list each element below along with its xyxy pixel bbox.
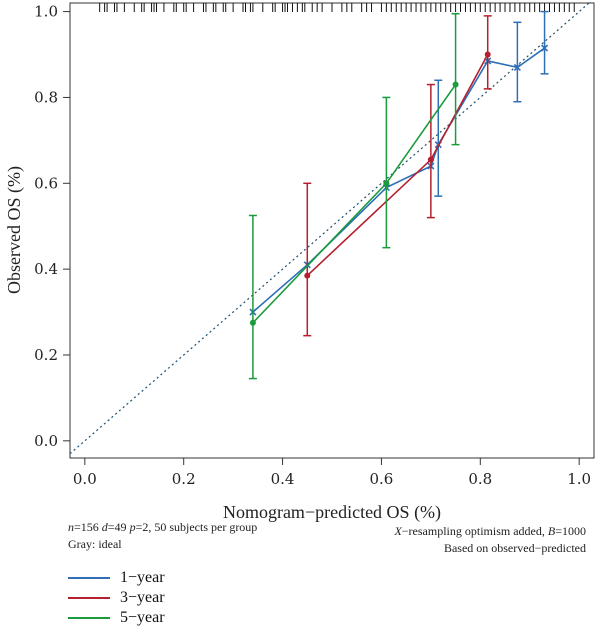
legend-label: 1−year bbox=[120, 569, 165, 586]
x-axis-title: Nomogram−predicted OS (%) bbox=[223, 502, 441, 523]
d-symbol: d bbox=[101, 520, 108, 534]
b-value: =1000 bbox=[555, 524, 586, 538]
legend-label: 3−year bbox=[120, 589, 165, 606]
gray-ideal-note: Gray: ideal bbox=[68, 537, 122, 551]
series-line bbox=[252, 84, 457, 324]
n-symbol: n bbox=[68, 520, 74, 534]
point-marker bbox=[383, 180, 390, 187]
b-symbol: B bbox=[547, 524, 556, 538]
rug-plot bbox=[99, 3, 575, 12]
d-value: =49 bbox=[107, 520, 130, 534]
point-marker bbox=[249, 319, 256, 326]
series-line bbox=[252, 47, 546, 313]
x-tick-label: 0.4 bbox=[271, 470, 295, 488]
p-value: =2, 50 subjects per group bbox=[135, 520, 258, 534]
x-tick-label: 0.0 bbox=[73, 470, 97, 488]
series-layer bbox=[248, 10, 549, 380]
p-symbol: p bbox=[129, 520, 136, 534]
point-marker bbox=[427, 156, 434, 163]
series-2 bbox=[303, 15, 492, 337]
legend: 1−year 3−year 5−year bbox=[68, 568, 165, 628]
legend-swatch bbox=[68, 617, 110, 619]
x-tick-label: 0.6 bbox=[370, 470, 394, 488]
n-value: =156 bbox=[74, 520, 102, 534]
y-tick-label: 0.2 bbox=[34, 346, 58, 364]
x-tick-label: 1.0 bbox=[567, 470, 591, 488]
ideal-line bbox=[69, 2, 590, 455]
stats-note: n=156 d=49 p=2, 50 subjects per group bbox=[68, 520, 257, 535]
y-tick-label: 0.6 bbox=[34, 174, 58, 192]
y-axis-title: Observed OS (%) bbox=[4, 166, 25, 294]
resampling-note: X−resampling optimism added, B=1000 bbox=[394, 524, 586, 539]
legend-item-3-year: 3−year bbox=[68, 588, 165, 608]
legend-swatch bbox=[68, 577, 110, 579]
series-1 bbox=[249, 10, 549, 316]
y-tick-label: 1.0 bbox=[34, 3, 58, 21]
x-axis: 0.0 0.2 0.4 0.6 0.8 1.0 bbox=[73, 458, 591, 488]
legend-item-5-year: 5−year bbox=[68, 608, 165, 628]
y-axis: 0.0 0.2 0.4 0.6 0.8 1.0 bbox=[34, 3, 70, 450]
calibration-chart: 0.0 0.2 0.4 0.6 0.8 1.0 0.0 0.2 0.4 0.6 0.8 1.0 No… bbox=[4, 2, 595, 523]
point-marker bbox=[484, 51, 491, 58]
legend-swatch bbox=[68, 597, 110, 599]
x-marker bbox=[513, 63, 521, 71]
point-marker bbox=[452, 81, 459, 88]
legend-item-1-year: 1−year bbox=[68, 568, 165, 588]
series-line bbox=[306, 54, 489, 277]
y-tick-label: 0.0 bbox=[34, 432, 58, 450]
series-3 bbox=[248, 12, 460, 380]
x-tick-label: 0.2 bbox=[172, 470, 196, 488]
y-tick-label: 0.4 bbox=[34, 260, 58, 278]
plot-frame bbox=[69, 2, 595, 459]
x-marker bbox=[541, 44, 549, 52]
point-marker bbox=[304, 272, 311, 279]
x-symbol: X bbox=[394, 524, 402, 538]
y-tick-label: 0.8 bbox=[34, 88, 58, 106]
based-on-note: Based on observed−predicted bbox=[443, 541, 586, 555]
x-tick-label: 0.8 bbox=[468, 470, 492, 488]
legend-label: 5−year bbox=[120, 609, 165, 626]
resampling-text: −resampling optimism added, bbox=[401, 524, 548, 538]
